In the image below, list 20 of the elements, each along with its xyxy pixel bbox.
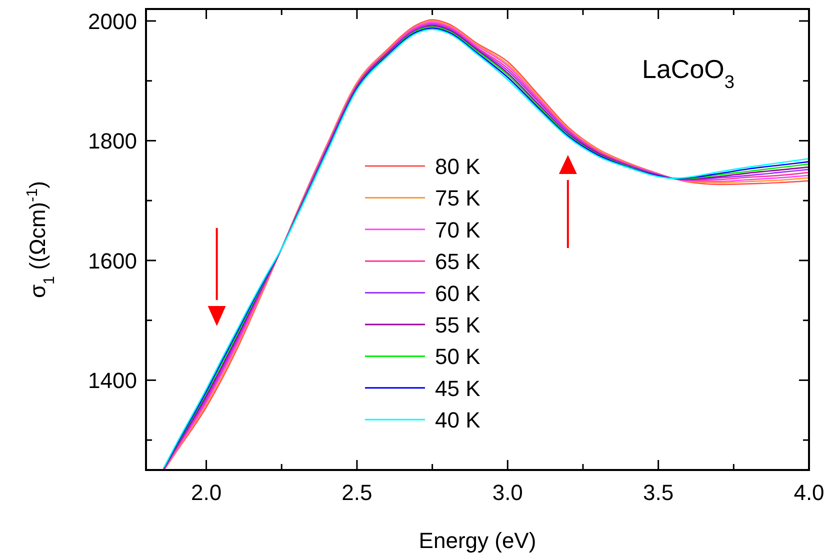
legend-label: 65 K xyxy=(435,249,481,274)
y-tick-label: 1800 xyxy=(88,128,137,154)
legend-label: 80 K xyxy=(435,154,481,179)
y-tick-label: 2000 xyxy=(88,8,137,34)
x-tick-label: 3.5 xyxy=(643,480,674,505)
legend-label: 60 K xyxy=(435,280,481,306)
legend-label: 75 K xyxy=(435,186,481,211)
x-tick-label: 4.0 xyxy=(794,480,824,505)
y-tick-label: 1400 xyxy=(88,368,137,394)
annotation: LaCoO$_{3}$ xyxy=(642,54,735,92)
y-tick-label: 1600 xyxy=(88,248,137,274)
legend-label: 50 K xyxy=(435,344,481,370)
legend-label: 40 K xyxy=(435,408,481,433)
legend-label: 55 K xyxy=(435,312,481,338)
x-tick-label: 2.0 xyxy=(190,480,222,505)
legend-label: 45 K xyxy=(435,376,481,401)
legend-label: 70 K xyxy=(435,217,481,242)
x-tick-label: 2.5 xyxy=(342,480,372,505)
x-tick-label: 3.0 xyxy=(492,480,523,505)
x-axis-title: Energy (eV) xyxy=(418,528,536,553)
